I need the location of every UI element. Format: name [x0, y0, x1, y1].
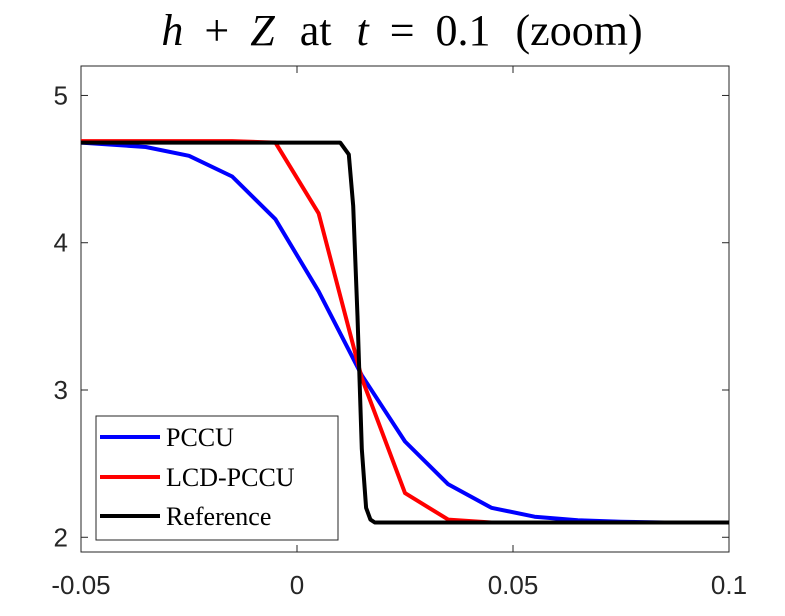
title-z: Z [250, 6, 275, 55]
y-tick-label: 4 [54, 228, 68, 258]
ticks-layer: -0.05 0 0.05 0.1 2 3 4 5 [51, 66, 747, 600]
title-value: 0.1 [436, 6, 491, 55]
title-at: at [300, 6, 332, 55]
series-line-reference [81, 140, 729, 525]
x-tick-label: -0.05 [51, 570, 110, 600]
legend-label-reference: Reference [166, 502, 271, 531]
x-tick-label: 0 [290, 570, 304, 600]
x-tick-label: 0.1 [711, 570, 747, 600]
title-t: t [356, 6, 370, 55]
chart-title: h + Z at t = 0.1 (zoom) [161, 6, 642, 55]
title-zoom: (zoom) [516, 6, 643, 55]
y-tick-label: 5 [54, 80, 68, 110]
legend-label-pccu: PCCU [166, 423, 234, 452]
x-tick-label: 0.05 [488, 570, 539, 600]
y-tick-label: 3 [54, 375, 68, 405]
title-h: h [161, 6, 183, 55]
y-tick-label: 2 [54, 522, 68, 552]
legend-label-lcd: LCD-PCCU [166, 463, 295, 492]
legend: PCCU LCD-PCCU Reference [95, 415, 339, 541]
title-eq: = [390, 6, 415, 55]
series-layer [81, 139, 729, 525]
title-plus: + [204, 6, 229, 55]
